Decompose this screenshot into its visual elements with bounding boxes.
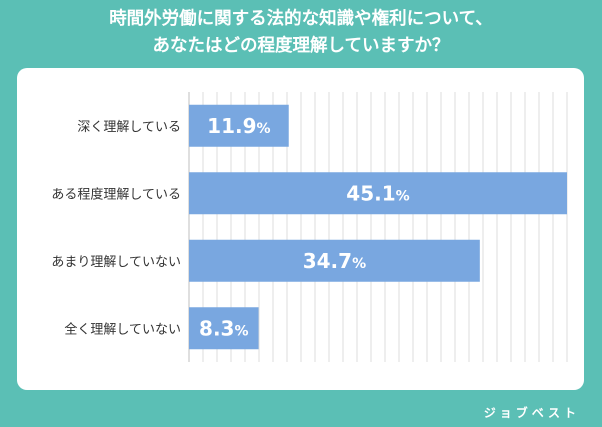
data-label-value: 34.7 bbox=[303, 249, 352, 273]
data-label: 45.1% bbox=[346, 181, 409, 205]
data-label-value: 8.3 bbox=[199, 316, 234, 340]
data-label: 8.3% bbox=[199, 316, 248, 340]
bar bbox=[189, 239, 480, 282]
data-label-value: 11.9 bbox=[207, 114, 256, 138]
data-label-unit: % bbox=[257, 121, 271, 137]
category-label: あまり理解していない bbox=[51, 255, 181, 270]
data-label-unit: % bbox=[234, 323, 248, 339]
bar-chart: 深く理解している 11.9% ある程度理解している 45.1% あまり理解していない 34… bbox=[51, 92, 568, 362]
title-line-1: 時間外労働に関する法的な知識や権利について、 bbox=[109, 9, 493, 29]
data-label: 34.7% bbox=[303, 249, 366, 273]
title-line-2: あなたはどの程度理解していますか？ bbox=[152, 36, 450, 56]
data-label-unit: % bbox=[352, 256, 366, 272]
brand-logo: ジョブベスト bbox=[483, 406, 580, 420]
bar bbox=[189, 104, 289, 147]
category-label: ある程度理解している bbox=[51, 186, 181, 202]
bar bbox=[189, 172, 567, 215]
chart-panel: 深く理解している 11.9% ある程度理解している 45.1% あまり理解していない 34… bbox=[17, 68, 584, 390]
bar bbox=[189, 307, 259, 350]
data-label: 11.9% bbox=[207, 114, 270, 138]
data-label-value: 45.1 bbox=[346, 181, 395, 205]
category-label: 深く理解している bbox=[77, 120, 181, 135]
chart-title: 時間外労働に関する法的な知識や権利について、 あなたはどの程度理解していますか？ bbox=[0, 6, 602, 60]
data-label-unit: % bbox=[396, 188, 410, 204]
category-label: 全く理解していない bbox=[64, 321, 181, 337]
